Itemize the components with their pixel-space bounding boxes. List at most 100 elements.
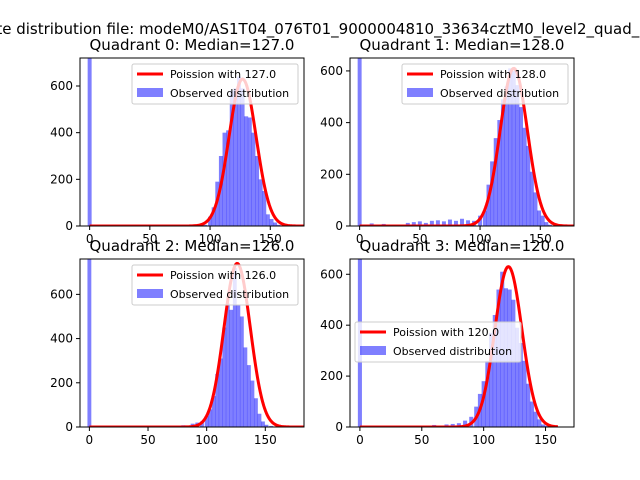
histogram-bar — [544, 425, 549, 427]
y-tick-label: 600 — [50, 287, 73, 301]
x-tick-label: 100 — [199, 232, 222, 246]
histogram-bar — [258, 179, 263, 226]
legend-box — [401, 63, 569, 105]
y-tick-label: 600 — [320, 64, 343, 78]
histogram-bar — [522, 127, 527, 226]
subplot-q2: Quadrant 2: Median=126.0 0 50 100 150 0 200 40… — [50, 237, 305, 447]
y-tick-label: 600 — [320, 267, 343, 281]
x-tick-label: 0 — [356, 232, 364, 246]
histogram-bar — [233, 88, 238, 226]
subplot-q0: Quadrant 0: Median=127.0 0 50 100 150 0 200 40… — [50, 36, 305, 246]
x-tick-label: 100 — [469, 232, 492, 246]
histogram-bar — [529, 171, 534, 226]
x-tick-label: 50 — [414, 433, 429, 447]
histogram-bar — [236, 76, 241, 226]
histogram-bar — [225, 303, 230, 427]
histogram-bar — [250, 380, 255, 427]
histogram-bar — [497, 120, 502, 226]
histogram-bar — [492, 315, 497, 427]
histogram-bar — [276, 224, 281, 226]
legend: Poission with 127.0 Observed distributio… — [131, 63, 299, 105]
legend-poisson-label: Poission with 128.0 — [440, 68, 546, 81]
histogram-bar — [435, 220, 440, 226]
histogram-bar — [240, 88, 245, 226]
x-tick-label: 150 — [529, 232, 552, 246]
y-tick-label: 0 — [65, 420, 73, 434]
legend-box — [131, 63, 299, 105]
histogram-bar — [423, 222, 428, 226]
histogram-bar — [511, 299, 516, 427]
histogram-bar — [247, 117, 252, 226]
histogram-bar — [253, 398, 258, 427]
histogram-bar — [537, 210, 542, 226]
histogram-bar — [533, 411, 538, 427]
legend: Poission with 126.0 Observed distributio… — [131, 264, 299, 306]
histogram-bar — [211, 396, 216, 427]
x-tick-label: 150 — [259, 232, 282, 246]
x-tick-label: 50 — [140, 433, 155, 447]
histogram-bar — [243, 347, 248, 427]
histogram-bar — [244, 116, 249, 226]
histogram-bar — [229, 309, 234, 427]
histogram-bar — [273, 222, 278, 226]
histogram-bar — [357, 58, 362, 226]
histogram-bar — [246, 365, 251, 427]
histogram-bar — [87, 259, 92, 427]
subplot-title: Quadrant 0: Median=127.0 — [90, 36, 295, 54]
histogram-bar — [490, 161, 495, 226]
legend-observed-swatch — [360, 346, 386, 355]
y-tick-label: 400 — [320, 116, 343, 130]
y-tick-label: 600 — [50, 79, 73, 93]
histogram-bar — [441, 221, 446, 226]
histogram-bar — [540, 215, 545, 226]
histogram-bar — [485, 360, 490, 427]
y-tick-label: 200 — [50, 376, 73, 390]
histogram-bar — [222, 132, 227, 226]
y-tick-label: 0 — [335, 420, 343, 434]
subplot-title: Quadrant 3: Median=120.0 — [360, 237, 565, 255]
legend-observed-label: Observed distribution — [170, 288, 289, 301]
y-tick-label: 200 — [320, 167, 343, 181]
histogram-bar — [211, 207, 216, 226]
histogram-bar — [215, 373, 220, 427]
histogram-bar — [269, 425, 274, 427]
histogram-bar — [456, 423, 461, 427]
legend-poisson-label: Poission with 127.0 — [170, 68, 276, 81]
histogram-bar — [269, 219, 274, 226]
histogram-bar — [544, 222, 549, 226]
x-tick-label: 100 — [195, 433, 218, 447]
histogram-bar — [226, 130, 231, 226]
histogram-bar — [232, 267, 237, 427]
histogram-bar — [519, 107, 523, 226]
histogram-bar — [239, 316, 244, 427]
y-tick-label: 200 — [50, 172, 73, 186]
histogram-bar — [508, 68, 513, 226]
histogram-bar — [537, 419, 542, 427]
histogram-bar — [405, 222, 410, 226]
legend: Poission with 120.0 Observed distributio… — [354, 321, 522, 363]
histogram-bar — [493, 138, 498, 226]
legend-box — [354, 321, 522, 363]
histogram-bar — [447, 219, 452, 226]
y-tick-label: 400 — [50, 332, 73, 346]
y-tick-label: 200 — [320, 369, 343, 383]
subplot-title: Quadrant 1: Median=128.0 — [360, 36, 565, 54]
histogram-bar — [460, 218, 464, 226]
plot-frame — [79, 258, 305, 428]
legend-poisson-label: Poission with 120.0 — [393, 326, 499, 339]
plot-frame — [349, 57, 575, 227]
histogram-bar — [222, 327, 227, 427]
histogram-bar — [257, 413, 262, 427]
x-tick-label: 100 — [472, 433, 495, 447]
histogram-bar — [203, 224, 208, 226]
figure-suptitle: Count rate distribution file: modeM0/AS1… — [0, 20, 640, 39]
histogram-bar — [529, 401, 534, 427]
histogram-bar — [466, 220, 471, 226]
histogram-bar — [481, 381, 486, 427]
legend-observed-swatch — [407, 88, 433, 97]
y-tick-label: 0 — [65, 219, 73, 233]
subplot-q3: Quadrant 3: Median=120.0 0 50 100 150 0 200 40… — [320, 237, 575, 447]
histogram-bar — [417, 221, 422, 226]
histogram-bar — [208, 216, 213, 226]
